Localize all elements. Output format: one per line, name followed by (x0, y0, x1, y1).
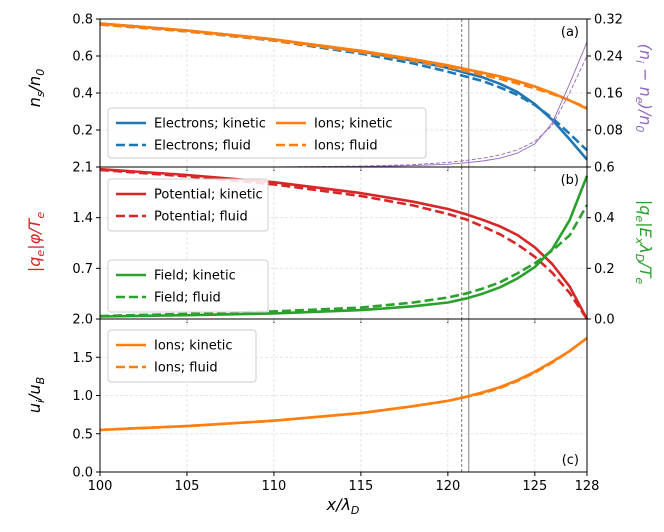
ytick-label-1-2: 2.1 (72, 161, 93, 176)
ytick-label-2-2: 1.0 (72, 389, 93, 404)
series-line-0-2 (99, 22, 588, 110)
legend-label-0-2: Ions; kinetic (314, 117, 393, 132)
series-line-1-1 (99, 168, 589, 320)
ytick-right-label-0-1: 0.16 (594, 87, 623, 102)
ytick-right-label-1-2: 0.4 (594, 211, 615, 226)
ytick-label-0-0: 0.2 (72, 124, 93, 139)
ytick-label-1-1: 1.4 (72, 211, 93, 226)
legend-label-1-2: Field; kinetic (154, 269, 236, 284)
ytick-label-0-2: 0.6 (72, 50, 93, 65)
ytick-label-2-4: 2.0 (72, 313, 93, 328)
ytick-right-label-0-0: 0.08 (594, 124, 623, 139)
ylabel-b-left: |qe|φ/Te (25, 212, 47, 272)
series-line-0-3 (99, 23, 588, 109)
ytick-label-2-3: 1.5 (72, 351, 93, 366)
series-line-2-1 (99, 337, 588, 432)
xtick-label-1: 105 (175, 479, 200, 494)
xtick-label-4: 120 (435, 479, 460, 494)
series-line-1-0 (99, 167, 589, 320)
ytick-right-label-0-2: 0.24 (594, 50, 623, 65)
ylabel-a-right: (ni − ne)/n0 (633, 44, 655, 133)
legend-box-1-0 (107, 178, 269, 232)
legend-label-0-1: Electrons; fluid (154, 139, 251, 154)
ytick-label-0-1: 0.4 (72, 87, 93, 102)
ytick-label-1-0: 0.7 (72, 262, 93, 277)
xtick-label-2: 110 (262, 479, 287, 494)
legend-label-2-0: Ions; kinetic (154, 339, 233, 354)
legend-label-0-0: Electrons; kinetic (154, 117, 266, 132)
xtick-label-5: 125 (522, 479, 547, 494)
legend-label-1-0: Potential; kinetic (154, 188, 263, 203)
legend-label-2-1: Ions; fluid (154, 361, 218, 376)
legend-box-0-0 (107, 107, 427, 159)
ylabel-b-right: |qe|ExλD/Te (633, 200, 655, 284)
ylabel-a-left: ns/n0 (25, 69, 47, 107)
legend-box-2-0 (107, 329, 257, 383)
panels: 0.2 0.4 0.6 0.8 0.08 0.16 0.24 0.32 (a) Electrons… (72, 13, 623, 495)
panel-tag-1: (b) (561, 173, 579, 188)
legend-box-1-1 (107, 259, 269, 313)
legend-label-0-3: Ions; fluid (314, 139, 378, 154)
ytick-right-label-1-3: 0.6 (594, 161, 615, 176)
xtick-label-3: 115 (348, 479, 373, 494)
ylabel-c-left: ui/uB (25, 377, 47, 413)
legend-label-1-3: Field; fluid (154, 291, 221, 306)
xtick-label-0: 100 (88, 479, 113, 494)
xtick-label-6: 128 (575, 479, 600, 494)
legend-label-1-1: Potential; fluid (154, 210, 248, 225)
ytick-right-label-1-0: 0.0 (594, 313, 615, 328)
ytick-right-label-0-3: 0.32 (594, 13, 623, 28)
xlabel: x/λD (326, 495, 360, 517)
ytick-label-2-1: 0.5 (72, 427, 93, 442)
panel-tag-2: (c) (562, 453, 579, 468)
series-line-1-3 (99, 204, 589, 318)
ytick-label-0-3: 0.8 (72, 13, 93, 28)
ytick-label-2-0: 0.0 (72, 466, 93, 481)
ytick-right-label-1-1: 0.2 (594, 262, 615, 277)
panel-tag-0: (a) (561, 25, 579, 40)
